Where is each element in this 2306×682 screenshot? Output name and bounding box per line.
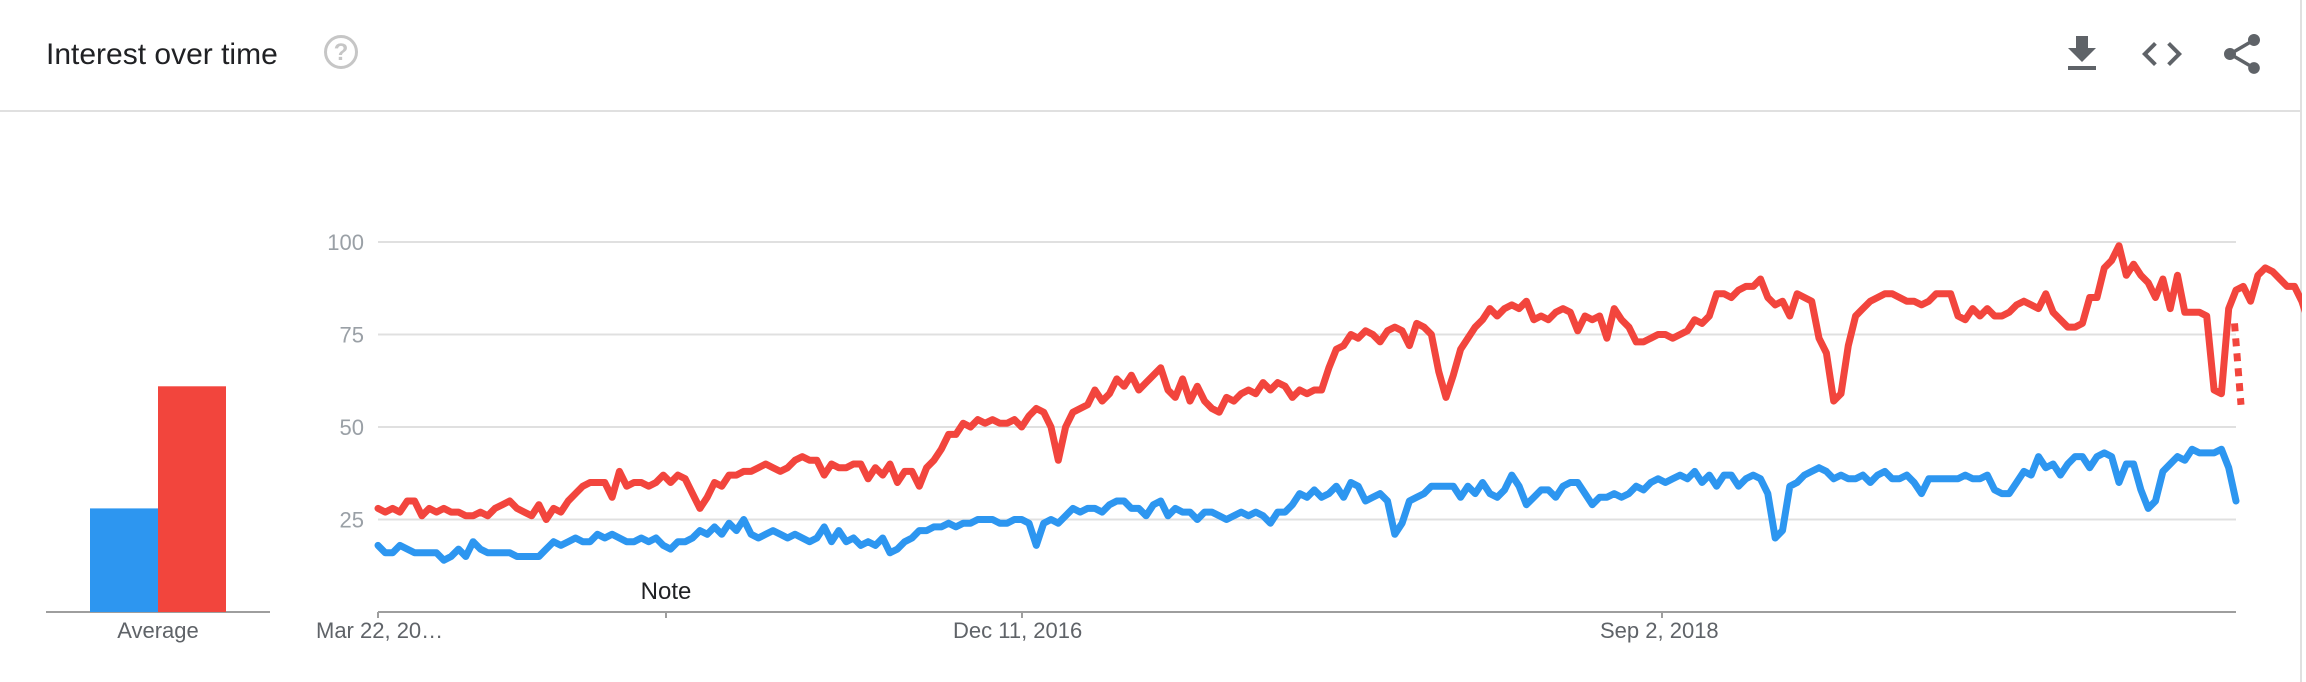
average-label: Average [117,618,199,643]
series-line [374,242,2302,523]
y-tick-label: 50 [340,415,364,440]
y-tick-label: 100 [327,230,364,255]
note-label[interactable]: Note [640,578,692,605]
x-tick-label: Sep 2, 2018 [1600,618,1719,643]
help-icon[interactable]: ? [324,35,358,69]
card-header: Interest over time ? [0,0,2302,112]
series-line [374,445,2240,564]
average-bar [158,386,226,612]
average-bar [90,508,158,612]
embed-icon[interactable] [2138,30,2186,78]
y-tick-label: 25 [340,508,364,533]
partial-series-line [2231,323,2245,406]
x-tick-label: Dec 11, 2016 [953,618,1083,643]
x-tick-label: Mar 22, 20… [316,618,444,643]
y-tick-label: 75 [340,323,364,348]
download-icon[interactable] [2058,30,2106,78]
share-icon[interactable] [2218,30,2266,78]
card-title: Interest over time [46,38,278,71]
